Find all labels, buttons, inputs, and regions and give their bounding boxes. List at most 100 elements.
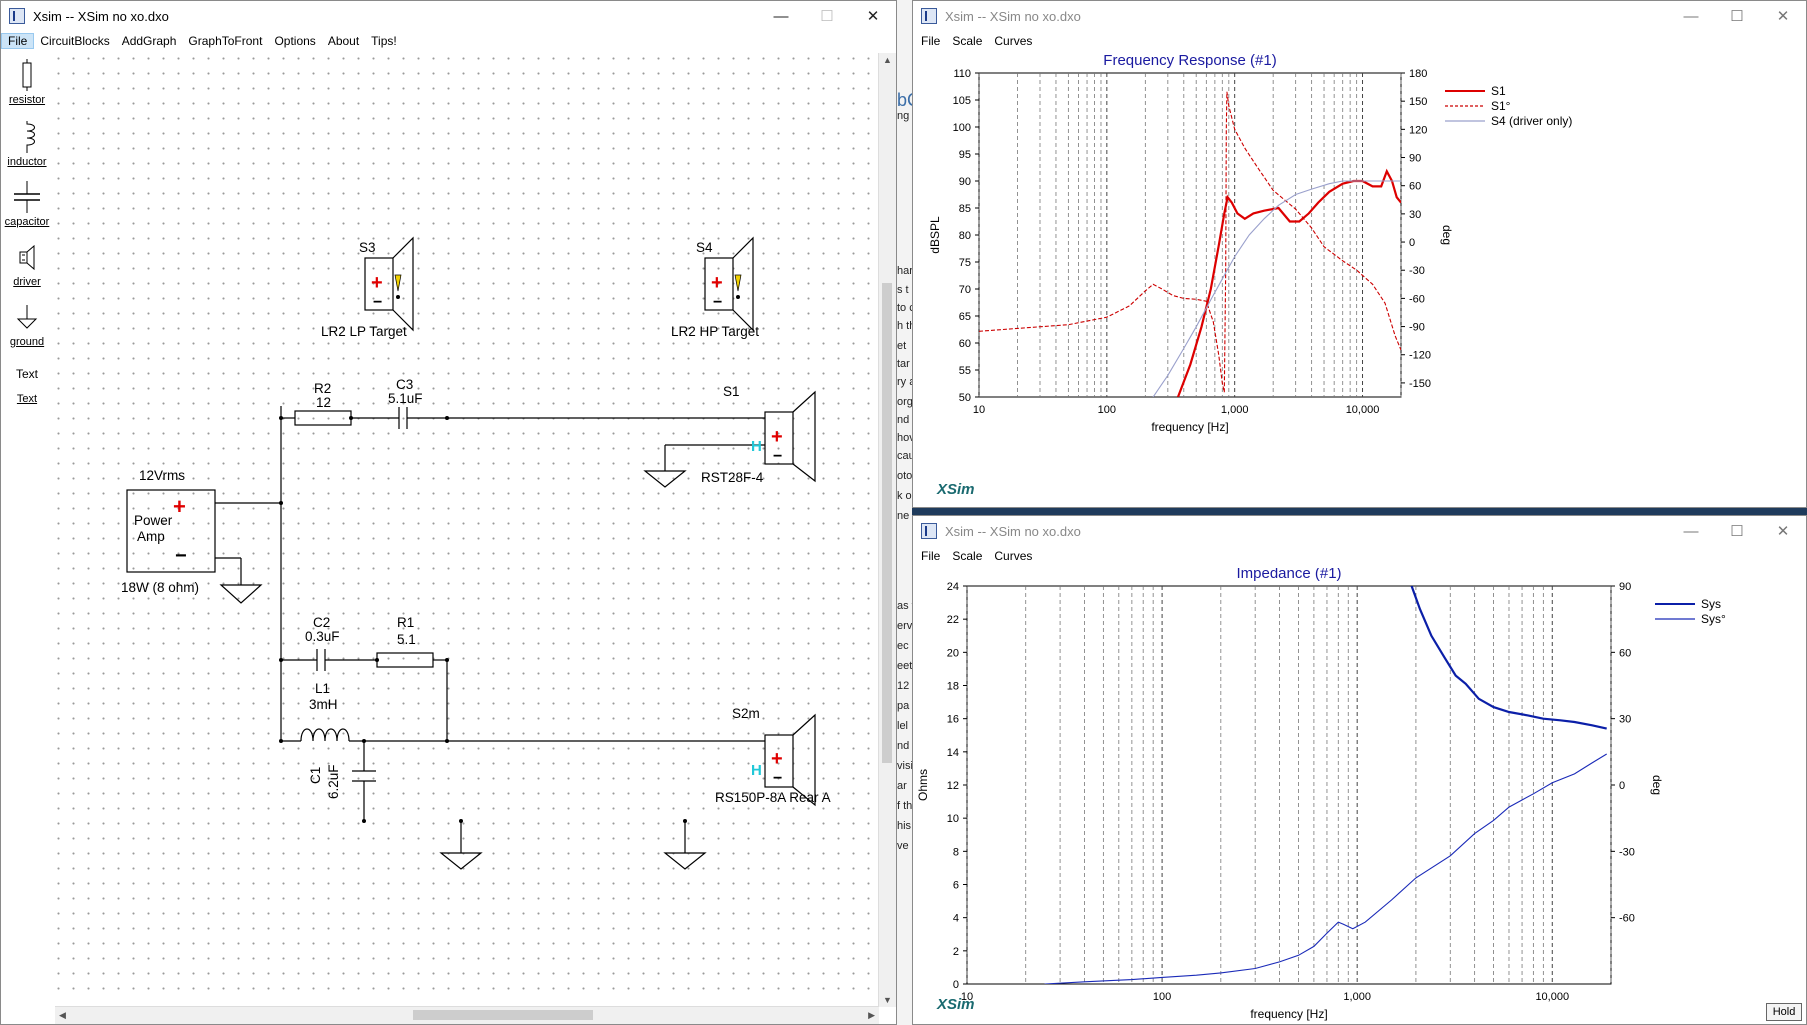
y2-axis-label: deg <box>1650 775 1664 795</box>
y2-tick-label: -60 <box>1409 293 1425 305</box>
y-tick-label: 16 <box>947 714 959 726</box>
x-axis-label: frequency [Hz] <box>1151 420 1228 434</box>
series-line <box>1044 753 1607 984</box>
ground-icon <box>16 305 38 329</box>
impedance-chart[interactable]: Impedance (#1)024681012141618202224-60-3… <box>913 568 1806 1025</box>
svg-text:−: − <box>713 294 722 311</box>
freq-menu-scale[interactable]: Scale <box>952 34 983 48</box>
freq-window-title: Xsim -- XSim no xo.dxo <box>945 8 1081 24</box>
palette-text[interactable]: Text Text <box>1 367 53 405</box>
close-icon[interactable]: ✕ <box>866 8 880 25</box>
y2-tick-label: 60 <box>1619 647 1631 659</box>
y-tick-label: 4 <box>953 913 959 925</box>
background-text-fragment: ec <box>897 640 909 652</box>
palette-ground[interactable]: ground <box>1 303 53 348</box>
x-axis-label: frequency [Hz] <box>1250 1007 1327 1021</box>
series-line <box>979 91 1401 393</box>
y2-tick-label: 90 <box>1619 581 1631 593</box>
imp-titlebar[interactable]: Xsim -- XSim no xo.dxo — ☐ ✕ <box>913 516 1806 546</box>
background-text-fragment: ar <box>897 780 907 792</box>
legend-label: S1° <box>1491 99 1511 113</box>
background-text-fragment: 12 <box>897 680 910 692</box>
background-text-fragment: as v <box>897 600 912 612</box>
y-tick-label: 60 <box>959 338 971 350</box>
horizontal-scroll-thumb[interactable] <box>413 1010 593 1020</box>
svg-text:+: + <box>711 272 723 294</box>
frequency-response-chart[interactable]: Frequency Response (#1) 50 55 60 65 70 75 80 85 9… <box>913 53 1806 508</box>
y2-tick-label: 150 <box>1409 96 1427 108</box>
freq-menubar: File Scale Curves <box>913 31 1806 51</box>
x-tick-label: 100 <box>1153 991 1171 1003</box>
y-tick-label: 95 <box>959 149 971 161</box>
y-tick-label: 22 <box>947 614 959 626</box>
svg-text:+: + <box>771 426 783 448</box>
x-tick-label: 10,000 <box>1535 991 1569 1003</box>
menu-addgraph[interactable]: AddGraph <box>121 34 177 48</box>
schematic-window: Xsim -- XSim no xo.dxo — ☐ ✕ File Circui… <box>0 0 897 1025</box>
maximize-icon[interactable]: ☐ <box>820 8 834 25</box>
imp-menu-file[interactable]: File <box>921 549 941 563</box>
svg-text:+: + <box>173 494 186 519</box>
y2-tick-label: -90 <box>1409 322 1425 334</box>
amp-power: 18W (8 ohm) <box>121 580 200 595</box>
scroll-right-icon[interactable]: ▶ <box>868 1010 875 1020</box>
menu-circuitblocks[interactable]: CircuitBlocks <box>40 34 110 48</box>
s3-label: LR2 LP Target <box>321 324 407 339</box>
palette-driver[interactable]: driver <box>1 243 53 288</box>
y-tick-label: 8 <box>953 846 959 858</box>
x-tick-label: 10 <box>961 991 973 1003</box>
background-text-fragment: s t <box>897 284 909 296</box>
y-tick-label: 12 <box>947 780 959 792</box>
palette-resistor[interactable]: resistor <box>1 59 53 106</box>
background-text-fragment: to c <box>897 302 912 314</box>
plot-area <box>978 72 1402 398</box>
y-tick-label: 2 <box>953 946 959 958</box>
s4-name: S4 <box>696 240 713 255</box>
minimize-icon[interactable]: — <box>773 7 789 25</box>
imp-menu-scale[interactable]: Scale <box>952 549 983 563</box>
minimize-icon[interactable]: — <box>1683 7 1699 25</box>
schematic-horizontal-scrollbar[interactable]: ◀ ▶ <box>55 1006 879 1024</box>
freq-menu-file[interactable]: File <box>921 34 941 48</box>
vertical-scroll-thumb[interactable] <box>882 283 892 763</box>
schematic-canvas[interactable]: + − + − + − + − H + − H S3 LR2 LP Target… <box>55 53 879 996</box>
palette-capacitor[interactable]: capacitor <box>1 181 53 228</box>
menu-graphtofront[interactable]: GraphToFront <box>188 34 263 48</box>
s2-label: RS150P-8A Rear A <box>715 790 831 805</box>
menu-tips[interactable]: Tips! <box>371 34 397 48</box>
close-icon[interactable]: ✕ <box>1776 523 1790 540</box>
hold-button[interactable]: Hold <box>1766 1003 1802 1021</box>
s3-name: S3 <box>359 240 376 255</box>
xsim-logo: XSim <box>937 481 975 498</box>
menu-file[interactable]: File <box>1 33 35 49</box>
y-tick-label: 55 <box>959 365 971 377</box>
legend-label: S4 (driver only) <box>1491 114 1572 128</box>
y-tick-label: 90 <box>959 176 971 188</box>
maximize-icon[interactable]: ☐ <box>1730 523 1744 540</box>
maximize-icon[interactable]: ☐ <box>1730 8 1744 25</box>
palette-inductor[interactable]: inductor <box>1 121 53 168</box>
close-icon[interactable]: ✕ <box>1776 8 1790 25</box>
imp-menubar: File Scale Curves <box>913 546 1806 566</box>
s2-name: S2m <box>732 706 760 721</box>
background-text-fragment: oto <box>897 470 912 482</box>
schematic-titlebar[interactable]: Xsim -- XSim no xo.dxo — ☐ ✕ <box>1 1 896 31</box>
freq-menu-curves[interactable]: Curves <box>994 34 1033 48</box>
r2-value: 12 <box>316 395 332 410</box>
background-text-fragment: visi <box>897 760 912 772</box>
scroll-down-icon[interactable]: ▼ <box>883 995 892 1005</box>
background-text-fragment: tar <box>897 358 910 370</box>
y2-tick-label: -60 <box>1619 913 1635 925</box>
menu-options[interactable]: Options <box>274 34 316 48</box>
scroll-left-icon[interactable]: ◀ <box>59 1010 66 1020</box>
schematic-vertical-scrollbar[interactable]: ▲ ▼ <box>878 53 896 1007</box>
minimize-icon[interactable]: — <box>1683 522 1699 540</box>
freq-titlebar[interactable]: Xsim -- XSim no xo.dxo — ☐ ✕ <box>913 1 1806 31</box>
background-text-fragment: ry a <box>897 376 912 388</box>
background-text-fragment: ne <box>897 510 910 522</box>
scroll-up-icon[interactable]: ▲ <box>883 55 892 65</box>
component-palette: resistor inductor capacitor driver groun… <box>1 53 53 1024</box>
imp-menu-curves[interactable]: Curves <box>994 549 1033 563</box>
background-text-fragment: har <box>897 265 912 277</box>
menu-about[interactable]: About <box>327 34 360 48</box>
